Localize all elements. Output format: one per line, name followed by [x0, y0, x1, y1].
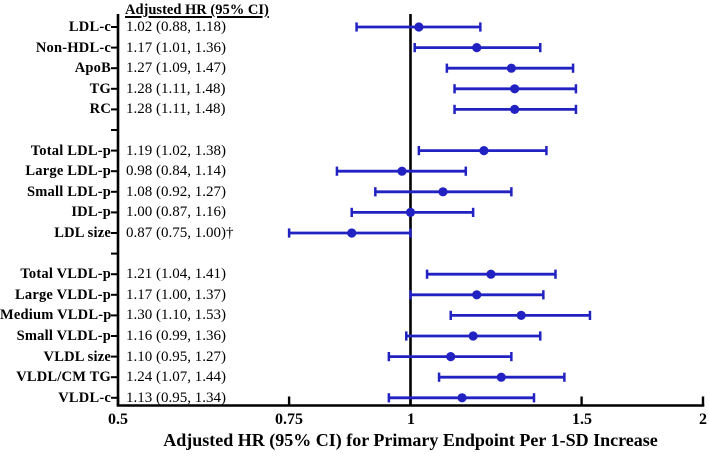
- row-label: IDL-p: [71, 204, 111, 220]
- row-label: TG: [89, 81, 111, 97]
- x-axis-tick-label: 0.5: [108, 411, 128, 428]
- hr-point-marker: [347, 228, 357, 238]
- hr-point-marker: [457, 393, 467, 403]
- row-hr-value: 1.24 (1.07, 1.44): [126, 369, 226, 385]
- row-label: Large LDL-p: [25, 163, 111, 179]
- hr-point-marker: [516, 310, 526, 320]
- row-hr-value: 1.13 (0.95, 1.34): [126, 390, 226, 406]
- row-hr-value: 1.19 (1.02, 1.38): [126, 143, 226, 159]
- row-hr-value: 1.16 (0.99, 1.36): [126, 328, 226, 344]
- x-axis-title: Adjusted HR (95% CI) for Primary Endpoin…: [163, 430, 658, 450]
- hr-point-marker: [479, 146, 489, 156]
- row-label: Small LDL-p: [27, 184, 111, 200]
- hr-point-marker: [397, 166, 407, 176]
- x-axis-tick-label: 0.75: [275, 411, 303, 428]
- row-label: VLDL/CM TG: [16, 369, 111, 385]
- row-label: LDL-c: [68, 19, 111, 35]
- row-hr-value: 1.28 (1.11, 1.48): [126, 81, 226, 97]
- row-label: Large VLDL-p: [15, 287, 111, 303]
- hr-point-marker: [472, 290, 482, 300]
- x-axis-tick-label: 1.5: [572, 411, 592, 428]
- row-hr-value: 1.02 (0.88, 1.18): [126, 19, 226, 35]
- row-hr-value: 1.28 (1.11, 1.48): [126, 101, 226, 117]
- row-hr-value: 0.98 (0.84, 1.14): [126, 163, 226, 179]
- hr-point-marker: [438, 187, 448, 197]
- hr-point-marker: [510, 104, 520, 114]
- row-hr-value: 1.08 (0.92, 1.27): [126, 184, 226, 200]
- hr-point-marker: [486, 269, 496, 279]
- row-hr-value: 1.17 (1.00, 1.37): [126, 287, 226, 303]
- row-label: Non-HDL-c: [35, 40, 111, 56]
- row-hr-value: 1.00 (0.87, 1.16): [126, 204, 226, 220]
- row-label: Total VLDL-p: [20, 266, 111, 282]
- hr-point-marker: [506, 63, 516, 73]
- row-hr-value: 1.21 (1.04, 1.41): [126, 266, 226, 282]
- row-label: LDL size: [54, 225, 111, 241]
- row-label: VLDL-c: [58, 390, 111, 406]
- row-label: Total LDL-p: [30, 143, 111, 159]
- row-label: Small VLDL-p: [16, 328, 111, 344]
- row-hr-value: 1.17 (1.01, 1.36): [126, 40, 226, 56]
- row-hr-value: 1.30 (1.10, 1.53): [126, 307, 226, 323]
- hr-point-marker: [405, 207, 416, 217]
- x-axis-tick-label: 1: [407, 411, 415, 428]
- column-header: Adjusted HR (95% CI): [125, 2, 269, 18]
- hr-point-marker: [468, 331, 478, 341]
- row-hr-value: 0.87 (0.75, 1.00)†: [126, 225, 234, 241]
- hr-point-marker: [414, 22, 424, 32]
- hr-point-marker: [496, 372, 506, 382]
- row-label: VLDL size: [43, 349, 111, 365]
- hr-point-marker: [510, 84, 520, 94]
- x-axis-tick-label: 2: [699, 411, 707, 428]
- row-label: RC: [89, 101, 111, 117]
- row-hr-value: 1.10 (0.95, 1.27): [126, 349, 226, 365]
- hr-point-marker: [446, 352, 456, 362]
- row-hr-value: 1.27 (1.09, 1.47): [126, 60, 226, 76]
- hr-point-marker: [472, 43, 482, 53]
- row-label: Medium VLDL-p: [0, 307, 112, 323]
- row-label: ApoB: [74, 60, 111, 76]
